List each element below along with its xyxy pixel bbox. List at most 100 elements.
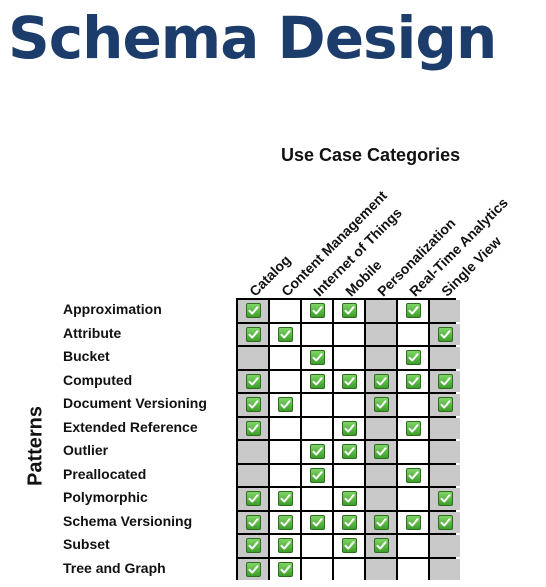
matrix-cell bbox=[398, 417, 428, 439]
matrix-cell bbox=[366, 347, 396, 369]
matrix-cell bbox=[398, 441, 428, 463]
matrix-cell bbox=[334, 535, 364, 557]
matrix-cell bbox=[238, 347, 268, 369]
green-checkbox-icon bbox=[245, 303, 261, 319]
matrix-cell bbox=[270, 558, 300, 580]
matrix-cell bbox=[430, 323, 460, 345]
matrix-cell bbox=[270, 488, 300, 510]
green-checkbox-icon bbox=[277, 326, 293, 342]
matrix-cell bbox=[398, 558, 428, 580]
matrix-cell bbox=[270, 323, 300, 345]
green-checkbox-icon bbox=[309, 303, 325, 319]
matrix-cell bbox=[366, 441, 396, 463]
matrix-cell bbox=[270, 417, 300, 439]
page-title: Schema Design bbox=[8, 4, 497, 72]
green-checkbox-icon bbox=[341, 538, 357, 554]
matrix-cell bbox=[398, 535, 428, 557]
green-checkbox-icon bbox=[245, 397, 261, 413]
patterns-axis-text: Patterns bbox=[24, 405, 47, 487]
matrix-cell bbox=[398, 464, 428, 486]
matrix-cell bbox=[270, 370, 300, 392]
matrix-cell bbox=[430, 464, 460, 486]
matrix-cell bbox=[302, 464, 332, 486]
matrix-cell bbox=[302, 441, 332, 463]
green-checkbox-icon bbox=[245, 373, 261, 389]
matrix-cell bbox=[238, 511, 268, 533]
matrix-cell bbox=[366, 300, 396, 322]
green-checkbox-icon bbox=[277, 538, 293, 554]
matrix-cell bbox=[270, 535, 300, 557]
matrix-cell bbox=[366, 323, 396, 345]
green-checkbox-icon bbox=[405, 303, 421, 319]
matrix-cell bbox=[366, 464, 396, 486]
matrix-cell bbox=[334, 300, 364, 322]
row-label-attribute: Attribute bbox=[63, 324, 122, 341]
green-checkbox-icon bbox=[277, 397, 293, 413]
matrix-cell bbox=[398, 300, 428, 322]
green-checkbox-icon bbox=[341, 444, 357, 460]
use-case-categories-heading: Use Case Categories bbox=[281, 145, 461, 165]
green-checkbox-icon bbox=[437, 491, 453, 507]
row-label-extended-reference: Extended Reference bbox=[63, 418, 198, 435]
green-checkbox-icon bbox=[341, 420, 357, 436]
green-checkbox-icon bbox=[245, 538, 261, 554]
matrix-cell bbox=[334, 441, 364, 463]
green-checkbox-icon bbox=[245, 514, 261, 530]
matrix-cell bbox=[238, 488, 268, 510]
row-label-computed: Computed bbox=[63, 371, 133, 388]
matrix-cell bbox=[430, 441, 460, 463]
matrix-cell bbox=[366, 370, 396, 392]
matrix-cell bbox=[430, 558, 460, 580]
matrix-cell bbox=[366, 535, 396, 557]
matrix-cell bbox=[238, 300, 268, 322]
green-checkbox-icon bbox=[405, 420, 421, 436]
green-checkbox-icon bbox=[309, 444, 325, 460]
green-checkbox-icon bbox=[341, 303, 357, 319]
row-label-tree-and-graph: Tree and Graph bbox=[63, 559, 166, 576]
row-label-schema-versioning: Schema Versioning bbox=[63, 512, 193, 529]
matrix-cell bbox=[334, 464, 364, 486]
matrix-cell bbox=[302, 558, 332, 580]
green-checkbox-icon bbox=[405, 514, 421, 530]
matrix-cell bbox=[430, 417, 460, 439]
green-checkbox-icon bbox=[277, 491, 293, 507]
matrix-cell bbox=[270, 441, 300, 463]
green-checkbox-icon bbox=[245, 491, 261, 507]
matrix-cell bbox=[366, 558, 396, 580]
matrix-cell bbox=[398, 370, 428, 392]
green-checkbox-icon bbox=[309, 514, 325, 530]
matrix-cell bbox=[334, 511, 364, 533]
matrix-cell bbox=[238, 464, 268, 486]
matrix-cell bbox=[398, 323, 428, 345]
green-checkbox-icon bbox=[437, 397, 453, 413]
matrix-cell bbox=[302, 323, 332, 345]
matrix-cell bbox=[430, 535, 460, 557]
row-label-bucket: Bucket bbox=[63, 348, 110, 364]
green-checkbox-icon bbox=[437, 514, 453, 530]
matrix-cell bbox=[334, 323, 364, 345]
matrix-cell bbox=[238, 394, 268, 416]
green-checkbox-icon bbox=[309, 373, 325, 389]
matrix-cell bbox=[302, 370, 332, 392]
matrix-cell bbox=[334, 558, 364, 580]
matrix-cell bbox=[334, 417, 364, 439]
green-checkbox-icon bbox=[437, 373, 453, 389]
row-label-subset: Subset bbox=[63, 536, 110, 552]
matrix-cell bbox=[430, 300, 460, 322]
matrix-cell bbox=[398, 347, 428, 369]
green-checkbox-icon bbox=[405, 350, 421, 366]
matrix-cell bbox=[430, 488, 460, 510]
matrix-cell bbox=[398, 394, 428, 416]
matrix-cell bbox=[302, 535, 332, 557]
pattern-usecase-matrix bbox=[236, 298, 460, 580]
green-checkbox-icon bbox=[277, 514, 293, 530]
green-checkbox-icon bbox=[309, 467, 325, 483]
matrix-cell bbox=[366, 394, 396, 416]
matrix-cell bbox=[238, 441, 268, 463]
green-checkbox-icon bbox=[373, 397, 389, 413]
matrix-cell bbox=[270, 511, 300, 533]
green-checkbox-icon bbox=[405, 467, 421, 483]
matrix-cell bbox=[366, 511, 396, 533]
green-checkbox-icon bbox=[373, 444, 389, 460]
green-checkbox-icon bbox=[245, 420, 261, 436]
